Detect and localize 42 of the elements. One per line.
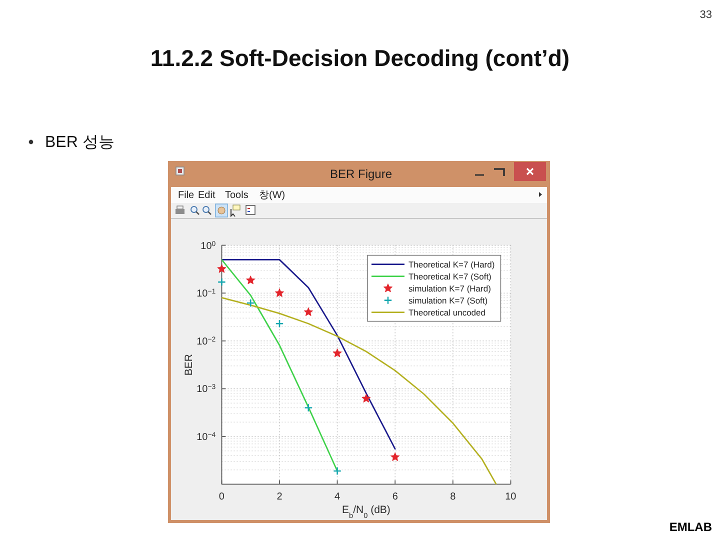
point xyxy=(333,466,342,476)
legend-label: Theoretical uncoded xyxy=(408,307,486,318)
point xyxy=(275,319,284,328)
y-tick-label: 10$^{−3}$ xyxy=(196,384,216,396)
point xyxy=(362,394,371,403)
legend-label: simulation K=7 (Hard) xyxy=(408,283,492,294)
point xyxy=(304,403,313,412)
y-tick-label: 10$^{−4}$ xyxy=(196,432,216,443)
point xyxy=(390,452,400,462)
y-axis-title: BER xyxy=(183,354,195,376)
x-tick-label: 6 xyxy=(392,491,398,502)
point xyxy=(217,264,226,273)
legend-label: Theoretical K=7 (Soft) xyxy=(408,271,492,282)
line-series xyxy=(222,258,338,472)
legend-label: simulation K=7 (Soft) xyxy=(408,295,488,306)
legend-label: Theoretical K=7 (Hard) xyxy=(408,259,495,270)
text: BER Figure xyxy=(330,167,392,181)
point xyxy=(246,298,255,308)
x-tick-label: 8 xyxy=(450,491,456,502)
point xyxy=(274,288,284,297)
y-tick-label: 10$^{−2}$ xyxy=(196,336,216,348)
y-tick-label: 10$^{−1}$ xyxy=(196,288,216,300)
text: File xyxy=(178,190,195,201)
line-series xyxy=(222,297,497,484)
text: Edit xyxy=(198,190,216,201)
point xyxy=(217,278,226,286)
text: EMLAB xyxy=(669,520,712,534)
text: BER 성능 xyxy=(45,134,114,151)
text: 33 xyxy=(700,9,712,21)
y-tick-label: 10$^{0}$ xyxy=(200,240,216,252)
chart-title: 11.2.2 Soft-Decision Decoding (cont’d) xyxy=(150,45,570,71)
x-tick-label: 0 xyxy=(218,491,225,502)
point xyxy=(332,348,342,358)
point xyxy=(246,276,256,284)
point xyxy=(304,307,313,316)
text: 창(W) xyxy=(259,190,286,201)
text: Tools xyxy=(225,190,248,201)
x-tick-label: 10 xyxy=(505,491,517,502)
x-axis-title: E$_{b}$/N$_{0}$ (dB) xyxy=(342,504,390,520)
line-series xyxy=(222,258,396,450)
x-tick-label: 2 xyxy=(276,491,283,502)
x-tick-label: 4 xyxy=(334,491,341,502)
